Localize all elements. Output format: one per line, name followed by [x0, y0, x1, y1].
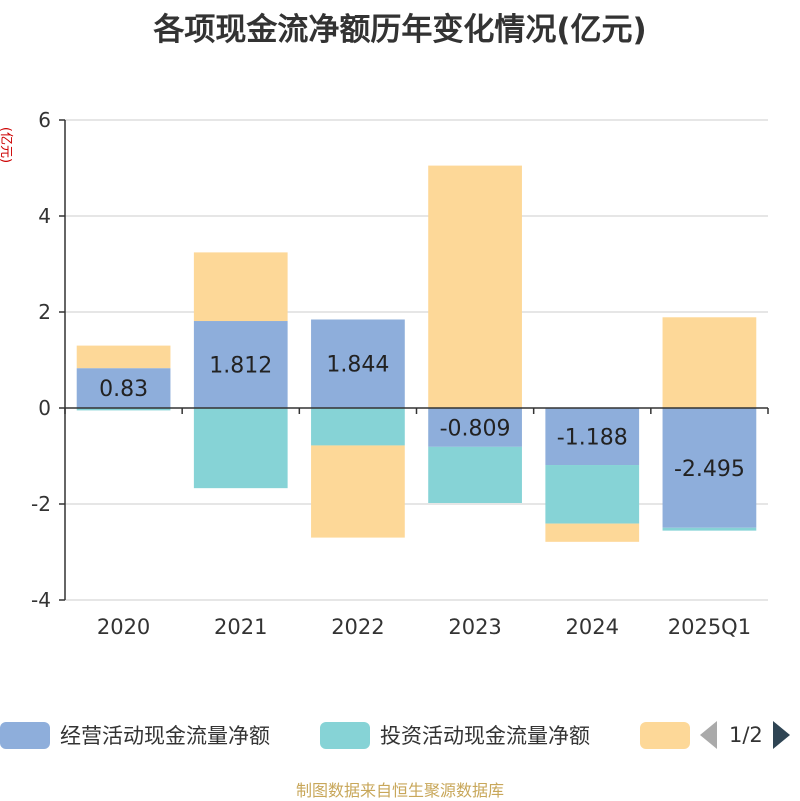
bar-2021-series-0[interactable] — [193, 321, 288, 408]
data-label-2023: -0.809 — [440, 416, 511, 441]
legend-label-operating: 经营活动现金流量净额 — [60, 724, 270, 748]
legend-pager: 1/2 — [700, 718, 790, 752]
bar-2020-series-1[interactable] — [76, 408, 171, 411]
x-tick-label: 2024 — [566, 615, 619, 639]
legend-label-investing: 投资活动现金流量净额 — [380, 724, 590, 748]
bar-2020-series-2[interactable] — [76, 345, 171, 369]
bar-2024-series-1[interactable] — [545, 465, 640, 524]
y-tick-label: 2 — [38, 300, 51, 324]
data-label-2021: 1.812 — [209, 354, 272, 379]
legend-item-operating[interactable]: 经营活动现金流量净额 — [0, 718, 270, 752]
legend-swatch-investing — [320, 721, 370, 749]
axes: -4 -2 0 2 4 6 2020 2021 2022 2023 2024 2025Q1 — [31, 108, 769, 639]
bar-2021-series-2[interactable] — [193, 252, 288, 322]
y-tick-label: 6 — [38, 108, 51, 132]
y-tick-label: -4 — [31, 588, 51, 612]
data-label-2024: -1.188 — [557, 426, 628, 451]
bar-2022-series-2[interactable] — [311, 445, 405, 538]
data-labels: 0.83 1.812 1.844 -0.809 -1.188 -2.495 — [99, 353, 745, 482]
bar-2023-series-1[interactable] — [428, 446, 522, 503]
bars — [76, 165, 757, 542]
bar-2025Q1-series-2[interactable] — [662, 317, 757, 408]
x-tick-label: 2022 — [331, 615, 384, 639]
bar-2025Q1-series-1[interactable] — [662, 527, 757, 531]
chart-area: -4 -2 0 2 4 6 2020 2021 2022 2023 2024 2025Q1 0.83 1… — [0, 108, 769, 639]
chart-title: 各项现金流净额历年变化情况(亿元) — [153, 12, 647, 48]
next-page-icon[interactable] — [772, 721, 790, 749]
legend-item-investing[interactable]: 投资活动现金流量净额 — [320, 718, 590, 752]
legend-swatch-operating — [0, 721, 50, 749]
bar-2024-series-2[interactable] — [545, 523, 640, 542]
legend-swatch-financing — [640, 721, 690, 749]
bar-2021-series-1[interactable] — [193, 408, 288, 489]
legend: 经营活动现金流量净额 投资活动现金流量净额 — [0, 718, 800, 752]
y-tick-label: 0 — [38, 396, 51, 420]
data-label-2022: 1.844 — [326, 353, 389, 378]
bar-2022-series-0[interactable] — [311, 319, 405, 408]
gridlines — [65, 119, 768, 601]
x-tick-label: 2020 — [97, 615, 150, 639]
y-tick-label: -2 — [31, 492, 51, 516]
source-footer: 制图数据来自恒生聚源数据库 — [295, 781, 504, 800]
legend-page-indicator: 1/2 — [729, 723, 763, 747]
y-tick-label: 4 — [38, 204, 51, 228]
bar-2023-series-0[interactable] — [428, 408, 522, 447]
bar-2020-series-0[interactable] — [76, 368, 171, 408]
data-label-2025Q1: -2.495 — [674, 457, 745, 482]
data-label-2020: 0.83 — [99, 377, 148, 402]
bar-2023-series-2[interactable] — [428, 165, 522, 408]
bar-2025Q1-series-0[interactable] — [662, 408, 757, 528]
bar-2022-series-1[interactable] — [311, 408, 405, 446]
x-tick-label: 2021 — [214, 615, 267, 639]
bar-2024-series-0[interactable] — [545, 408, 640, 466]
x-tick-label: 2025Q1 — [668, 615, 751, 639]
y-axis-label: (亿元) — [0, 127, 13, 163]
legend-item-financing[interactable] — [640, 718, 690, 752]
previous-page-icon[interactable] — [700, 721, 717, 749]
x-tick-label: 2023 — [448, 615, 501, 639]
